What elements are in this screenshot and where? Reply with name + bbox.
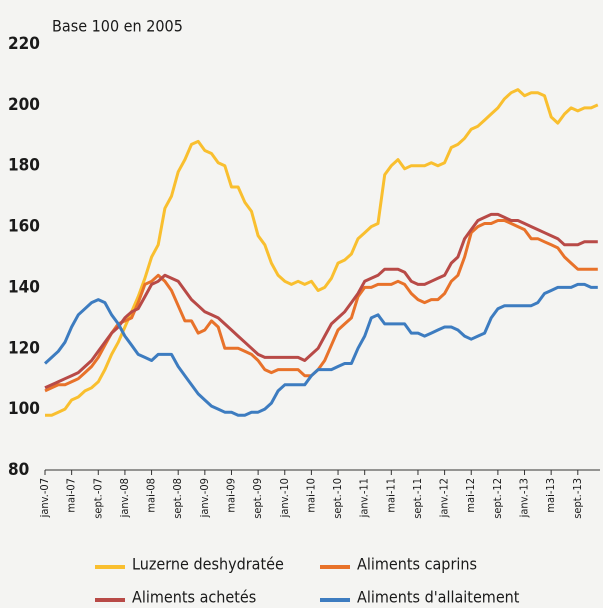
chart-subtitle: Base 100 en 2005 xyxy=(52,17,183,36)
x-tick-label: janv.-12 xyxy=(438,478,451,518)
x-tick-label: sept.-11 xyxy=(411,478,424,519)
series-line xyxy=(44,219,598,393)
x-tick-label: mai-07 xyxy=(65,478,78,513)
x-tick-label: mai-11 xyxy=(384,478,397,513)
x-tick-label: sept.-12 xyxy=(491,478,504,519)
x-tick-label: sept.-13 xyxy=(571,478,584,519)
series-line xyxy=(43,282,598,417)
x-tick-label: mai-13 xyxy=(544,478,557,513)
y-tick-label: 80 xyxy=(8,460,29,480)
x-tick-label: janv.-11 xyxy=(358,478,371,518)
legend-label: Aliments d'allaitement xyxy=(357,588,520,607)
x-tick-label: janv.-10 xyxy=(278,478,291,518)
x-tick-label: sept.-08 xyxy=(171,478,184,519)
x-tick-label: janv.-09 xyxy=(198,478,211,518)
y-tick-label: 140 xyxy=(8,277,40,297)
x-tick-label: janv.-08 xyxy=(118,478,131,518)
x-tick-label: mai-10 xyxy=(304,478,317,513)
x-tick-label: mai-08 xyxy=(145,478,158,513)
legend-label: Aliments caprins xyxy=(357,555,477,574)
x-tick-label: janv.-13 xyxy=(518,478,531,518)
x-tick-label: mai-12 xyxy=(464,478,477,513)
x-tick-label: sept.-09 xyxy=(251,478,264,519)
x-tick-label: janv.-07 xyxy=(38,478,51,518)
x-tick-label: sept.-07 xyxy=(91,478,104,519)
y-tick-label: 180 xyxy=(8,156,40,176)
x-tick-label: sept.-10 xyxy=(331,478,344,519)
series-line xyxy=(45,88,599,417)
y-tick-label: 160 xyxy=(8,217,40,237)
x-tick-label: mai-09 xyxy=(224,478,237,513)
legend-label: Aliments achetés xyxy=(132,588,256,607)
series-line xyxy=(44,212,598,390)
y-tick-label: 120 xyxy=(8,338,40,358)
legend-label: Luzerne deshydratée xyxy=(132,555,284,574)
y-tick-label: 200 xyxy=(8,95,40,115)
y-tick-label: 220 xyxy=(8,34,40,54)
y-tick-label: 100 xyxy=(8,399,40,419)
